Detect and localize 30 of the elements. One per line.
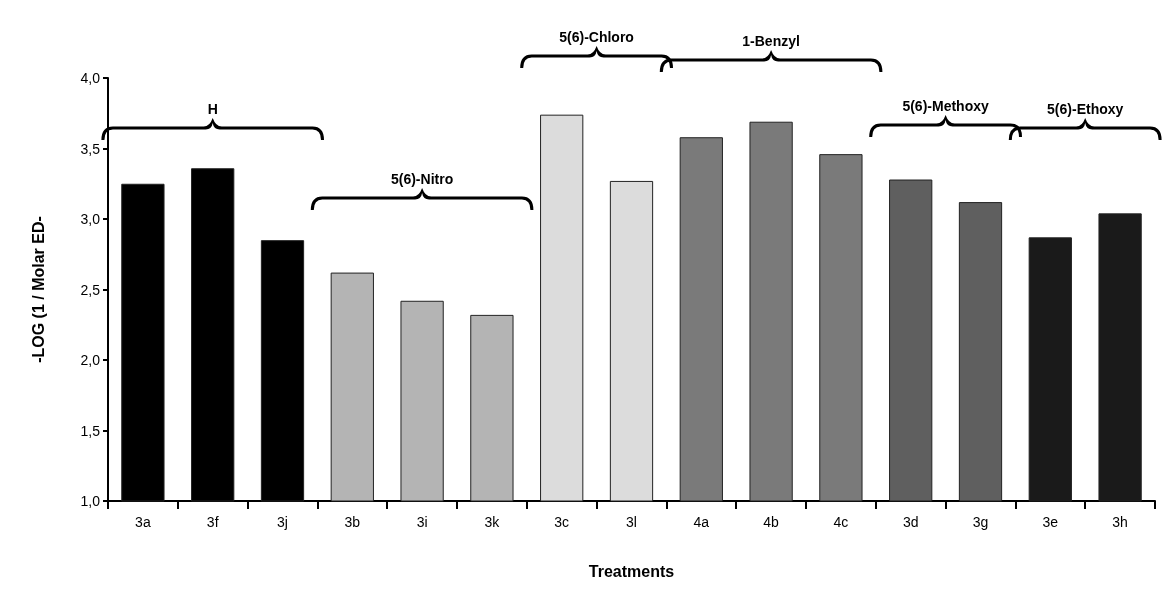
- x-tick-label: 3j: [277, 514, 288, 530]
- y-tick-label: 1,5: [80, 422, 101, 439]
- text: 1-Benzyl: [742, 33, 800, 49]
- x-tick-label: 3f: [206, 514, 219, 530]
- x-tick-label: 3h: [1112, 514, 1128, 530]
- annotation: 5(6)-Ethoxy: [1047, 101, 1124, 117]
- x-tick-label: 4a: [693, 514, 710, 530]
- x-tick-label: 3i: [416, 514, 428, 530]
- x-tick-label: 3b: [344, 514, 361, 530]
- x-tick-label: 3d: [902, 514, 919, 530]
- x-tick-label: 3l: [626, 514, 637, 530]
- y-tick-label: 3,0: [80, 211, 101, 227]
- annotation: H: [207, 101, 218, 117]
- x-tick-label: 4b: [763, 514, 780, 530]
- text: 5(6)-Chloro: [559, 29, 634, 45]
- x-tick-label: 4c: [833, 514, 849, 530]
- x-tick-label: 3a: [135, 514, 151, 530]
- y-tick-label: 1,0: [80, 493, 101, 509]
- y-axis-title: -LOG (1 / Molar ED-: [29, 216, 47, 363]
- annotation: 5(6)-Methoxy: [902, 98, 989, 114]
- x-tick-label: 3k: [484, 514, 501, 530]
- x-axis-title: Treatments: [588, 562, 675, 580]
- x-tick-label: 3c: [554, 514, 570, 530]
- y-tick-label: 2,0: [80, 352, 101, 368]
- x-tick-label: 3e: [1042, 514, 1059, 530]
- y-tick-label: 3,5: [80, 140, 101, 157]
- y-tick-label: 2,5: [80, 281, 101, 298]
- annotation: 5(6)-Nitro: [390, 171, 454, 187]
- x-tick-label: 3g: [972, 514, 989, 530]
- y-tick-label: 4,0: [80, 70, 101, 86]
